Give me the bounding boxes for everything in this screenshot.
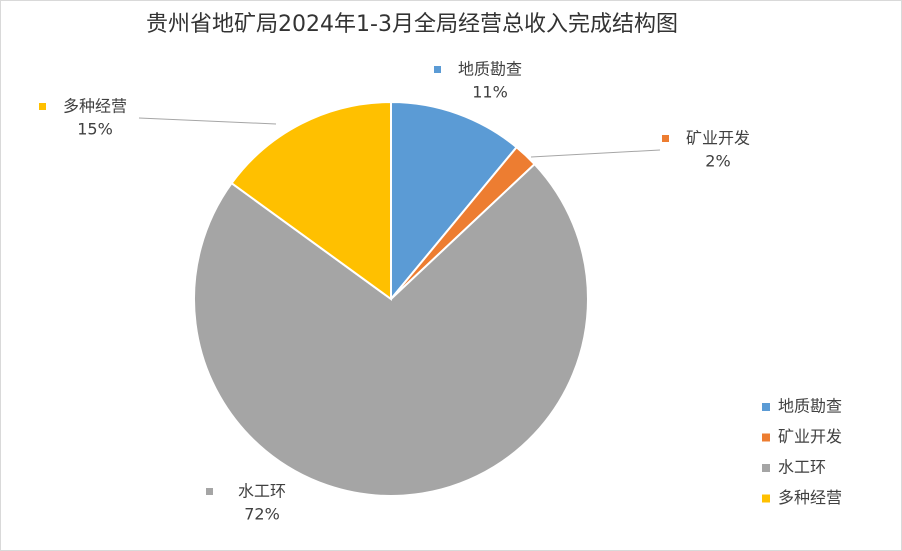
chart-title: 贵州省地矿局2024年1-3月全局经营总收入完成结构图 (146, 12, 678, 37)
data-label-name: 水工环 (238, 482, 286, 501)
legend-label: 地质勘查 (778, 397, 842, 416)
label-marker (39, 103, 46, 110)
label-marker (206, 488, 213, 495)
legend-swatch (762, 494, 770, 503)
data-label-name: 地质勘查 (458, 60, 522, 79)
legend-label: 多种经营 (778, 488, 842, 507)
leader-line (530, 149, 661, 158)
data-label-value: 72% (244, 505, 280, 524)
pie-slice (193, 162, 589, 497)
legend-swatch (762, 433, 770, 442)
data-label-value: 2% (705, 152, 730, 171)
label-marker (662, 135, 669, 142)
data-label-value: 15% (77, 120, 113, 139)
legend-swatch (762, 403, 770, 411)
legend-label: 矿业开发 (778, 427, 842, 446)
data-label-name: 多种经营 (63, 97, 127, 116)
data-label-name: 矿业开发 (686, 129, 750, 148)
label-marker (434, 66, 441, 73)
pie-slice (230, 100, 392, 301)
legend-label: 水工环 (778, 458, 826, 477)
pie-slice (390, 100, 518, 302)
data-label-value: 11% (472, 83, 508, 102)
leader-line (138, 117, 277, 125)
legend-swatch (762, 464, 770, 472)
